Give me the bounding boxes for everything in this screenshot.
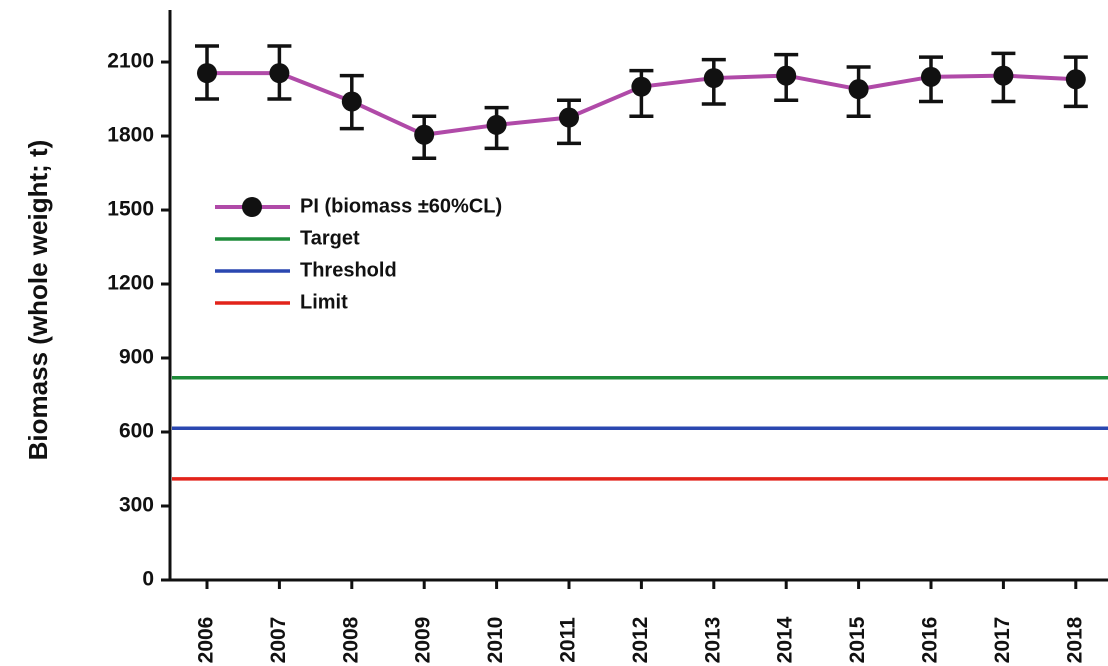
data-point — [993, 65, 1014, 86]
y-tick-label: 900 — [119, 346, 154, 369]
data-point — [486, 114, 507, 135]
x-tick-label: 2012 — [629, 617, 652, 664]
data-point — [269, 63, 290, 84]
x-tick-label: 2015 — [846, 616, 869, 663]
data-point — [776, 65, 797, 86]
x-tick-label: 2007 — [267, 617, 290, 664]
legend-label: Threshold — [300, 259, 397, 281]
data-point — [414, 124, 435, 145]
y-tick-label: 2100 — [107, 50, 154, 73]
x-tick-label: 2008 — [339, 616, 362, 663]
data-point — [703, 68, 724, 89]
y-tick-label: 1200 — [107, 272, 154, 295]
x-tick-label: 2017 — [991, 617, 1014, 664]
x-tick-label: 2010 — [484, 617, 507, 664]
y-tick-label: 1800 — [107, 124, 154, 147]
data-point — [631, 76, 652, 97]
x-tick-label: 2016 — [919, 617, 942, 664]
data-point — [1065, 69, 1086, 90]
x-tick-label: 2014 — [774, 616, 797, 663]
x-tick-label: 2018 — [1063, 616, 1086, 663]
x-tick-label: 2011 — [557, 617, 580, 663]
data-point — [341, 91, 362, 112]
data-point — [848, 79, 869, 100]
x-tick-label: 2006 — [195, 617, 218, 664]
y-tick-label: 0 — [142, 568, 154, 591]
legend-swatch — [242, 197, 262, 217]
legend-label: Limit — [300, 291, 348, 313]
data-point — [921, 66, 941, 87]
data-point — [559, 107, 579, 128]
x-tick-label: 2009 — [412, 617, 435, 664]
y-tick-label: 300 — [119, 494, 154, 517]
y-tick-label: 600 — [119, 420, 154, 443]
y-tick-label: 1500 — [107, 198, 154, 221]
legend-label: Target — [300, 227, 360, 249]
x-tick-label: 2013 — [701, 617, 724, 664]
data-point — [197, 63, 217, 84]
legend-label: PI (biomass ±60%CL) — [300, 195, 502, 217]
y-axis-label: Biomass (whole weight; t) — [23, 140, 53, 461]
